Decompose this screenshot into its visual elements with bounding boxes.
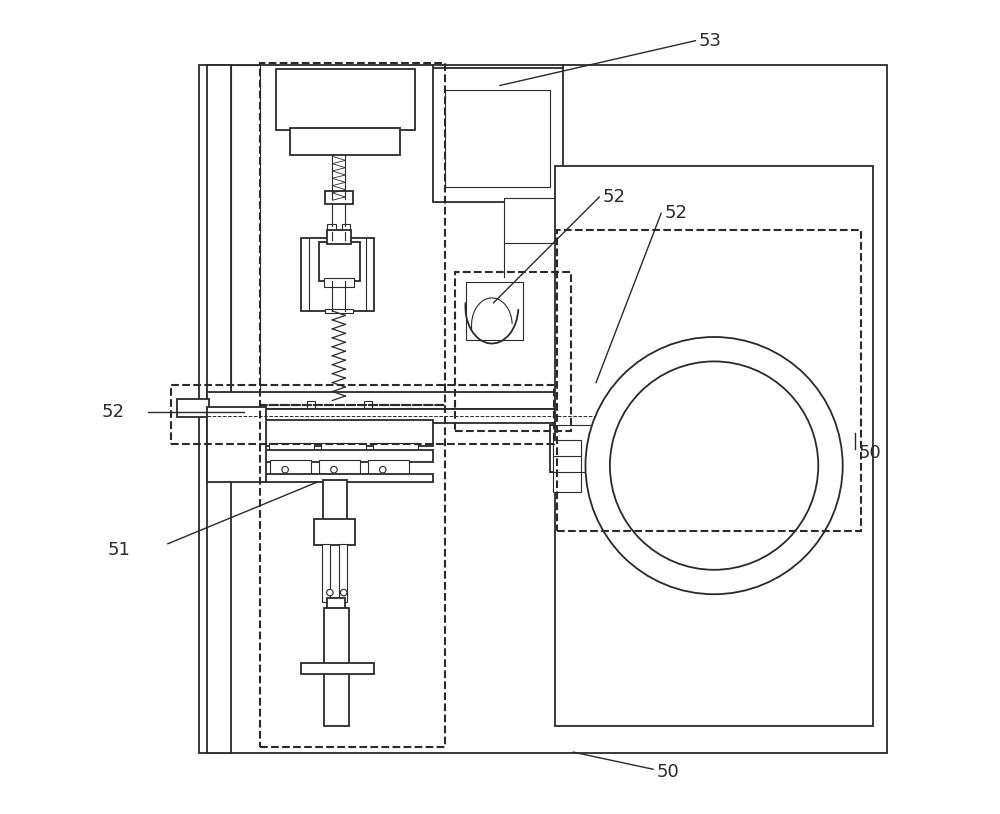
Bar: [504, 198, 568, 243]
Circle shape: [340, 589, 347, 596]
Bar: [324, 608, 349, 726]
Bar: [177, 399, 209, 417]
Text: 52: 52: [664, 204, 687, 222]
Bar: [262, 420, 433, 446]
Bar: [368, 460, 409, 476]
Bar: [269, 443, 314, 453]
Bar: [260, 405, 445, 747]
Circle shape: [282, 466, 288, 473]
Bar: [325, 191, 353, 204]
Bar: [207, 65, 231, 753]
Bar: [307, 401, 315, 408]
Bar: [321, 443, 366, 453]
Bar: [322, 544, 330, 602]
Bar: [207, 392, 620, 409]
Circle shape: [331, 466, 337, 473]
Bar: [231, 65, 260, 423]
Bar: [325, 309, 353, 313]
Bar: [262, 474, 433, 482]
Bar: [364, 401, 372, 408]
Bar: [171, 385, 554, 444]
Circle shape: [610, 361, 818, 570]
Bar: [373, 443, 418, 453]
Circle shape: [327, 589, 333, 596]
Bar: [314, 519, 355, 545]
Bar: [553, 440, 581, 456]
Bar: [260, 63, 445, 405]
Bar: [342, 224, 350, 232]
Bar: [433, 68, 563, 202]
Bar: [290, 128, 400, 155]
Bar: [445, 90, 550, 187]
Bar: [555, 166, 873, 726]
Bar: [319, 460, 360, 476]
Bar: [327, 598, 345, 610]
Bar: [207, 407, 266, 482]
Bar: [455, 272, 571, 431]
Bar: [557, 230, 861, 531]
Text: 51: 51: [108, 541, 131, 559]
Text: 50: 50: [656, 764, 679, 781]
Bar: [207, 409, 620, 423]
Text: 52: 52: [101, 403, 124, 421]
Bar: [323, 480, 347, 523]
Bar: [270, 460, 311, 476]
Bar: [276, 69, 415, 130]
Bar: [327, 224, 336, 232]
Bar: [553, 444, 581, 492]
Bar: [339, 544, 347, 602]
Bar: [199, 65, 887, 753]
Bar: [618, 403, 633, 419]
Circle shape: [380, 466, 386, 473]
Text: 52: 52: [603, 188, 626, 206]
Bar: [301, 663, 374, 674]
Bar: [262, 450, 433, 462]
Text: 50: 50: [858, 444, 881, 462]
Bar: [319, 242, 360, 281]
Bar: [327, 230, 351, 244]
Bar: [550, 425, 585, 472]
Bar: [324, 278, 354, 287]
Bar: [301, 238, 374, 311]
Text: 53: 53: [699, 32, 722, 50]
Bar: [466, 282, 523, 340]
Bar: [325, 399, 353, 404]
Circle shape: [585, 337, 843, 594]
